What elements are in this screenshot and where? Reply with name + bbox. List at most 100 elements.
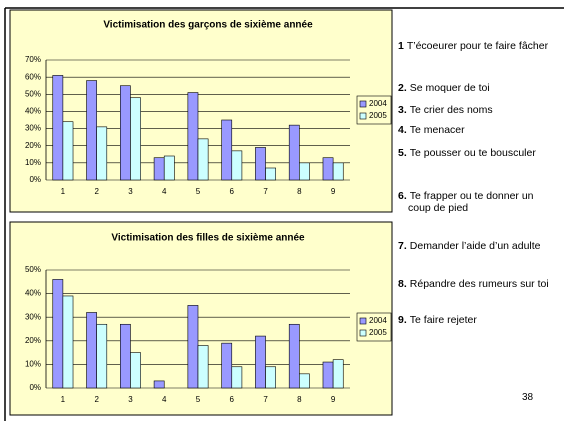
legend-swatch xyxy=(359,112,367,120)
y-tick-label: 0% xyxy=(29,175,41,184)
item-number: 4. xyxy=(398,124,407,136)
item-number: 1 xyxy=(398,40,404,52)
item-number: 9. xyxy=(398,314,407,326)
x-tick-label: 1 xyxy=(61,187,66,196)
item-text: Répandre des rumeurs sur toi xyxy=(409,278,549,290)
y-tick-label: 70% xyxy=(25,55,41,64)
legend-label: 2004 xyxy=(369,99,387,108)
list-item: 4. Te menacer xyxy=(398,124,556,136)
bar xyxy=(197,345,209,389)
x-tick-label: 6 xyxy=(230,395,235,404)
item-text: Te faire rejeter xyxy=(409,314,477,326)
chart-title: Victimisation des filles de sixième anné… xyxy=(111,233,305,244)
list-item: 1 T’écoeurer pour te faire fâcher xyxy=(398,40,556,52)
list-item: 5. Te pousser ou te bousculer xyxy=(398,147,556,159)
bar xyxy=(187,92,199,181)
bar xyxy=(231,366,243,389)
bar xyxy=(332,359,344,389)
y-tick-label: 20% xyxy=(25,336,41,345)
bar xyxy=(130,352,141,389)
legend-swatch xyxy=(359,317,367,325)
legend-label: 2005 xyxy=(369,111,387,120)
bar xyxy=(96,126,108,181)
bar xyxy=(288,124,300,181)
bar xyxy=(187,305,199,389)
bar xyxy=(265,167,276,181)
bar xyxy=(231,150,243,181)
bar xyxy=(62,295,74,389)
legend-swatch xyxy=(359,329,367,337)
list-item: 7. Demander l’aide d’un adulte xyxy=(398,240,556,252)
x-tick-label: 3 xyxy=(128,187,133,196)
legend-label: 2004 xyxy=(369,316,387,325)
x-tick-label: 7 xyxy=(263,395,268,404)
bar xyxy=(86,312,97,389)
x-tick-label: 1 xyxy=(61,395,66,404)
bar xyxy=(163,155,175,181)
bar xyxy=(221,119,233,181)
list-item: 3. Te crier des noms xyxy=(398,104,556,116)
bar xyxy=(96,323,108,389)
bar xyxy=(62,121,74,181)
item-text: Te pousser ou te bousculer xyxy=(409,147,536,159)
y-tick-label: 10% xyxy=(25,360,41,369)
x-tick-label: 3 xyxy=(128,395,133,404)
item-text: Te frapper ou te donner un coup de pied xyxy=(408,190,534,214)
item-number: 5. xyxy=(398,147,407,159)
item-number: 3. xyxy=(398,104,407,116)
item-text: Te crier des noms xyxy=(409,104,493,116)
y-tick-label: 0% xyxy=(29,383,41,392)
page-number: 38 xyxy=(522,392,534,403)
y-tick-label: 30% xyxy=(25,312,41,321)
bar xyxy=(322,157,334,181)
chart-area xyxy=(9,9,393,213)
bar xyxy=(265,366,276,389)
y-tick-label: 50% xyxy=(25,265,41,274)
bar xyxy=(52,279,64,389)
bar xyxy=(153,380,165,389)
bar xyxy=(221,342,233,389)
bar xyxy=(120,323,131,389)
list-item: 8. Répandre des rumeurs sur toi xyxy=(398,278,556,290)
list-item: 2. Se moquer de toi xyxy=(398,82,556,94)
item-number: 6. xyxy=(398,190,407,202)
list-item: 9. Te faire rejeter xyxy=(398,314,556,326)
y-tick-label: 10% xyxy=(25,158,41,167)
bar xyxy=(299,162,310,181)
y-tick-label: 50% xyxy=(25,89,41,98)
bar xyxy=(86,80,97,181)
x-tick-label: 9 xyxy=(331,395,336,404)
legend-swatch xyxy=(359,100,367,108)
legend-box xyxy=(356,312,392,342)
list-item: 6. Te frapper ou te donner un coup de pie… xyxy=(398,190,556,214)
bar xyxy=(288,323,300,389)
legend-label: 2005 xyxy=(369,328,387,337)
bar xyxy=(332,162,344,181)
x-tick-label: 4 xyxy=(162,187,167,196)
item-text: Te menacer xyxy=(409,124,465,136)
bar xyxy=(299,373,310,389)
y-tick-label: 40% xyxy=(25,107,41,116)
item-number: 2. xyxy=(398,82,407,94)
x-tick-label: 8 xyxy=(297,187,302,196)
bar xyxy=(255,147,266,181)
x-tick-label: 8 xyxy=(297,395,302,404)
bar xyxy=(52,75,64,181)
legend-box xyxy=(356,95,392,125)
x-tick-label: 9 xyxy=(331,187,336,196)
bar xyxy=(153,157,165,181)
x-tick-label: 2 xyxy=(94,395,99,404)
item-text: Demander l’aide d’un adulte xyxy=(409,240,541,252)
item-text: Se moquer de toi xyxy=(409,82,490,94)
bar xyxy=(120,85,131,181)
chart-title: Victimisation des garçons de sixième ann… xyxy=(103,20,313,31)
x-tick-label: 5 xyxy=(196,395,201,404)
item-number: 8. xyxy=(398,278,407,290)
item-text: T’écoeurer pour te faire fâcher xyxy=(406,40,549,52)
bar xyxy=(130,97,141,181)
y-tick-label: 60% xyxy=(25,72,41,81)
item-number: 7. xyxy=(398,240,407,252)
y-tick-label: 20% xyxy=(25,141,41,150)
